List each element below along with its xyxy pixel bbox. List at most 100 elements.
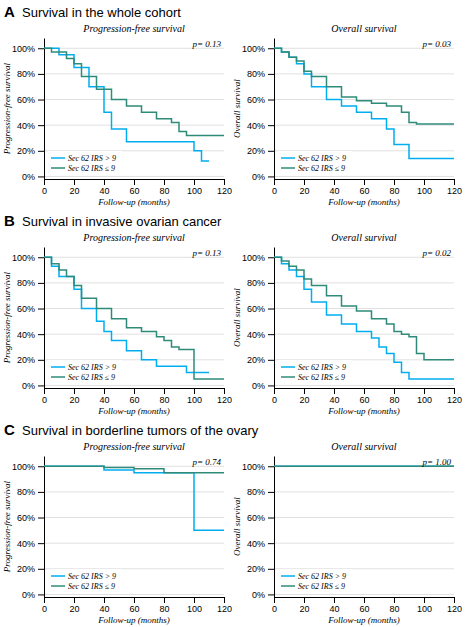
tick: 100% xyxy=(242,44,274,54)
tick-mark xyxy=(38,257,44,258)
grid-line xyxy=(44,334,224,335)
tick-label: 100% xyxy=(242,253,265,263)
tick-label: 100% xyxy=(242,462,265,472)
tick: 40% xyxy=(17,330,44,340)
tick-mark xyxy=(164,179,165,185)
survival-line xyxy=(274,48,454,124)
legend-swatch xyxy=(51,376,65,378)
tick-mark xyxy=(38,100,44,101)
tick: 60% xyxy=(247,513,274,523)
tick-mark xyxy=(44,597,45,603)
tick-mark xyxy=(224,388,225,394)
tick-label: 80% xyxy=(247,69,265,79)
tick-label: 120 xyxy=(447,604,462,614)
tick-label: 0 xyxy=(272,395,277,405)
x-axis-label: Follow-up (months) xyxy=(97,406,170,416)
y-axis: 0%20%40%60%80%100% xyxy=(242,457,275,600)
panel-label: C xyxy=(4,421,15,438)
legend-swatch xyxy=(281,575,295,577)
survival-line xyxy=(44,466,224,530)
legend-label: Sec 62 IRS ≤ 9 xyxy=(68,164,115,173)
tick: 0 xyxy=(272,597,277,614)
tick-label: 40% xyxy=(17,539,35,549)
tick-label: 40% xyxy=(247,121,265,131)
legend-background xyxy=(278,360,352,384)
tick-label: 100 xyxy=(187,186,202,196)
x-axis-label: Follow-up (months) xyxy=(97,615,170,625)
grid-line xyxy=(44,99,224,100)
tick-mark xyxy=(38,466,44,467)
tick: 0 xyxy=(42,388,47,405)
x-axis: 020406080100120 xyxy=(272,388,462,405)
tick-label: 60% xyxy=(247,513,265,523)
tick-mark xyxy=(268,543,274,544)
subplot-title: Progression-free survival xyxy=(82,23,185,34)
survival-line xyxy=(274,257,454,360)
legend: Sec 62 IRS > 9Sec 62 IRS ≤ 9 xyxy=(48,569,122,593)
tick-mark xyxy=(74,597,75,603)
tick-mark xyxy=(134,179,135,185)
legend-label: Sec 62 IRS ≤ 9 xyxy=(298,373,345,382)
tick-label: 60 xyxy=(359,604,369,614)
tick-mark xyxy=(268,385,274,386)
tick: 40 xyxy=(99,597,109,614)
tick-label: 20% xyxy=(17,146,35,156)
tick-mark xyxy=(424,388,425,394)
tick-mark xyxy=(134,388,135,394)
tick-mark xyxy=(394,597,395,603)
tick-label: 40 xyxy=(99,186,109,196)
tick: 20 xyxy=(299,388,309,405)
tick: 20% xyxy=(247,355,274,365)
y-axis-label: Overall survival xyxy=(232,288,242,347)
tick-mark xyxy=(38,334,44,335)
tick-mark xyxy=(274,388,275,394)
axis-line xyxy=(44,248,45,389)
tick: 80% xyxy=(17,487,44,497)
lines xyxy=(44,466,224,530)
tick-mark xyxy=(394,179,395,185)
tick: 0 xyxy=(272,388,277,405)
legend-label: Sec 62 IRS > 9 xyxy=(298,363,346,372)
tick: 80% xyxy=(17,69,44,79)
tick-label: 40 xyxy=(329,186,339,196)
tick-label: 100% xyxy=(12,462,35,472)
y-axis-label: Progression-free survival xyxy=(2,62,12,155)
tick-label: 0 xyxy=(272,604,277,614)
tick: 20 xyxy=(69,179,79,196)
grid-line xyxy=(44,125,224,126)
tick: 120 xyxy=(447,597,462,614)
tick-label: 120 xyxy=(217,395,232,405)
x-axis: 020406080100120 xyxy=(272,597,462,614)
tick-mark xyxy=(104,388,105,394)
tick-label: 20 xyxy=(299,186,309,196)
tick: 20% xyxy=(17,355,44,365)
tick-label: 100 xyxy=(417,395,432,405)
grid-line xyxy=(274,543,454,544)
tick-mark xyxy=(424,179,425,185)
annotation: p= 0.13 xyxy=(191,248,221,258)
legend-background xyxy=(48,569,122,593)
tick: 0 xyxy=(42,179,47,196)
chart-container: 0 20 40 60 80 100 120 0%20%40%60%80%100% Progres… xyxy=(0,0,474,627)
grid-line xyxy=(274,491,454,492)
tick-mark xyxy=(268,466,274,467)
x-axis: 020406080100120 xyxy=(272,179,462,196)
tick: 60 xyxy=(129,179,139,196)
subplot-title: Overall survival xyxy=(331,441,396,452)
tick-mark xyxy=(194,597,195,603)
tick-mark xyxy=(334,388,335,394)
tick-label: 20 xyxy=(299,604,309,614)
tick: 80 xyxy=(159,388,169,405)
panel: 0204060801001200%20%40%60%80%100%Overall… xyxy=(232,232,462,416)
tick-label: 120 xyxy=(217,604,232,614)
tick-mark xyxy=(268,151,274,152)
tick: 20 xyxy=(299,179,309,196)
tick-mark xyxy=(134,597,135,603)
subplot-title: Overall survival xyxy=(331,23,396,34)
y-axis-label: Overall survival xyxy=(232,79,242,138)
tick: 40% xyxy=(247,121,274,131)
grid-line xyxy=(274,282,454,283)
grid xyxy=(44,48,224,176)
grid-line xyxy=(274,99,454,100)
subplot-title: Progression-free survival xyxy=(82,232,185,243)
